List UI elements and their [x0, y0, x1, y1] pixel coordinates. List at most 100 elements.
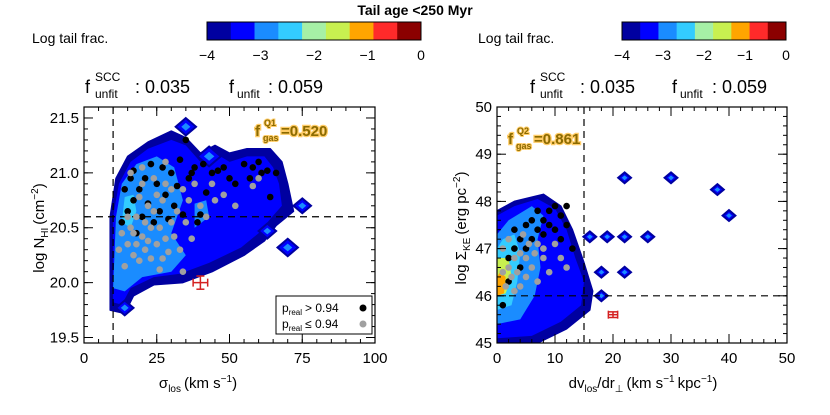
data-point-gray — [208, 180, 216, 188]
colorbar-right: Log tail frac. −4 −3 −2 −1 0 — [478, 21, 790, 63]
data-point-black — [191, 164, 198, 171]
data-point-gray — [144, 202, 152, 210]
data-point-gray — [499, 268, 507, 276]
data-point-black — [188, 169, 195, 177]
data-point-gray — [176, 246, 184, 253]
data-point-black — [545, 221, 553, 229]
data-point-gray — [124, 213, 131, 221]
legend: preal > 0.94 preal ≤ 0.94 — [275, 295, 373, 335]
colorbar-swatch — [749, 22, 769, 40]
legend-marker-gray — [359, 320, 367, 328]
plot-left: 0 25 50 75 100 19.5 20.0 20.5 21.0 21.5 — [50, 106, 388, 367]
data-point-gray — [525, 240, 533, 248]
data-point-gray — [540, 245, 547, 252]
data-point-black — [124, 208, 131, 215]
data-point-gray — [147, 224, 155, 231]
y-tick-label: 20.0 — [50, 275, 79, 292]
data-point-black — [505, 254, 512, 262]
annotation-sub: gas — [516, 141, 532, 151]
colorbar-frame — [206, 21, 422, 41]
colorbar-tick-label: −4 — [199, 47, 215, 63]
stat-scc-value: : 0.035 — [580, 77, 635, 97]
data-point-black — [545, 207, 553, 215]
data-point-black — [147, 160, 155, 168]
y-tick-label: 19.5 — [50, 330, 79, 347]
plot-right: 0 10 20 30 40 50 45 46 47 48 49 50 — [475, 99, 795, 367]
density-island-core — [668, 175, 674, 181]
data-point-black — [226, 175, 233, 182]
data-point-black — [540, 231, 547, 238]
data-point-gray — [153, 191, 161, 199]
colorbar-left: Log tail frac. −4 −3 −2 −1 0 — [32, 21, 425, 63]
data-point-black — [563, 202, 570, 210]
legend-entry-black: preal > 0.94 — [282, 301, 339, 317]
data-point-gray — [130, 229, 137, 237]
density-island-core — [598, 269, 605, 275]
colorbar-swatch — [230, 22, 255, 40]
data-point-gray — [516, 283, 524, 290]
data-point-gray — [147, 255, 155, 262]
data-point-black — [162, 191, 169, 199]
data-point-black — [258, 169, 265, 177]
density-island-core — [621, 234, 628, 240]
y-axis-label: log ΣKE(erg pc−2) — [452, 172, 473, 285]
data-point-gray — [156, 224, 163, 231]
data-point-gray — [220, 191, 227, 199]
x-tick-label: 100 — [362, 350, 387, 367]
colorbar-label: Log tail frac. — [32, 30, 108, 46]
x-tick-label: 40 — [721, 350, 738, 367]
annotation-value: =0.520 — [281, 123, 327, 140]
data-point-gray — [563, 264, 570, 271]
data-point-black — [182, 136, 190, 144]
data-point-black — [118, 219, 126, 226]
data-point-gray — [202, 213, 210, 221]
data-point-black — [141, 175, 149, 182]
axis-labels-right: dvlos/dr⊥ (km s−1 kpc−1) log ΣKE(erg pc−2) — [452, 172, 717, 395]
annotation-sup: Q2 — [517, 126, 529, 136]
stat-scc: f — [85, 77, 91, 97]
stat-scc-value: : 0.035 — [135, 77, 190, 97]
data-point-gray — [156, 266, 163, 273]
data-point-black — [516, 235, 524, 243]
data-point-gray — [522, 254, 530, 262]
data-point-gray — [138, 164, 146, 171]
data-point-gray — [516, 250, 524, 257]
annotation-symbol: f — [255, 123, 261, 140]
data-point-black — [202, 189, 210, 196]
data-point-gray — [159, 197, 166, 204]
data-point-black — [522, 221, 530, 229]
data-point-gray — [505, 264, 512, 271]
colorbar-swatch — [622, 22, 641, 40]
data-point-gray — [557, 254, 565, 262]
data-point-gray — [121, 262, 128, 270]
data-point-black — [266, 193, 274, 201]
data-point-black — [499, 301, 507, 309]
density-contour — [113, 156, 186, 292]
annotation-sup: Q1 — [264, 118, 276, 128]
data-point-black — [159, 164, 166, 171]
data-point-gray — [249, 182, 257, 190]
x-axis-label: σlos (km s−1) — [159, 374, 237, 395]
data-point-gray — [144, 237, 152, 245]
colorbar-swatch — [397, 22, 422, 40]
data-point-gray — [534, 240, 541, 248]
data-point-gray — [528, 264, 536, 271]
data-point-black — [208, 169, 216, 177]
data-point-black — [197, 211, 204, 218]
x-tick-label: 25 — [148, 350, 165, 367]
data-point-black — [168, 169, 175, 177]
data-point-gray — [534, 278, 541, 285]
x-tick-label: 30 — [663, 350, 680, 367]
colorbar-swatch — [302, 22, 327, 40]
data-point-gray — [188, 235, 195, 242]
data-point-black — [220, 164, 227, 171]
density-island-core — [644, 234, 651, 240]
data-point-black — [569, 245, 576, 252]
data-point-black — [511, 226, 518, 233]
data-point-black — [557, 212, 565, 219]
colorbar-swatch — [713, 22, 732, 40]
data-point-gray — [138, 180, 146, 188]
data-point-gray — [136, 193, 143, 201]
annotation-left: f Q1 gas =0.520 — [254, 117, 329, 144]
